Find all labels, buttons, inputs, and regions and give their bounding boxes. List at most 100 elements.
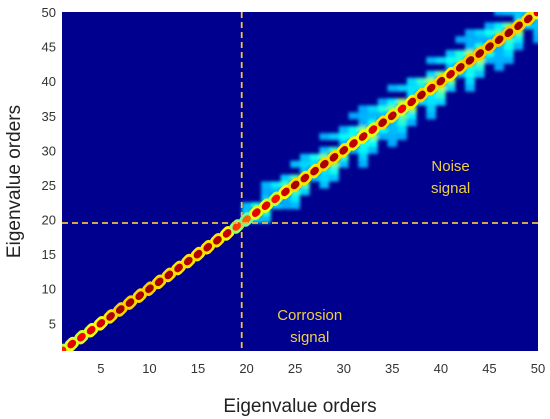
diagonal-cell (349, 139, 358, 148)
heatmap-cell (319, 146, 330, 154)
heatmap-cell (358, 146, 368, 154)
heatmap-cell (436, 91, 446, 99)
heatmap-cell (261, 181, 271, 189)
y-tick-label: 50 (42, 5, 56, 20)
heatmap-cell (426, 98, 436, 106)
heatmap-cell (494, 12, 504, 16)
diagonal-cell (319, 159, 329, 169)
diagonal-cell (251, 208, 261, 217)
y-tick-label: 20 (42, 213, 56, 228)
heatmap-cell (377, 98, 388, 106)
heatmap-cell (504, 12, 514, 16)
diagonal-cell (242, 215, 251, 224)
heatmap-cell (261, 216, 271, 224)
heatmap-cell (358, 153, 368, 161)
heatmap-cell (513, 43, 524, 51)
x-tick-label: 10 (142, 361, 156, 376)
diagonal-cell (378, 118, 387, 128)
heatmap-cell (445, 50, 456, 57)
heatmap-cell (368, 105, 378, 113)
diagonal-cell (504, 28, 514, 38)
diagonal-cell (145, 284, 154, 294)
annotation-line: signal (431, 180, 470, 197)
heatmap-cell (270, 181, 281, 189)
heatmap-cell (445, 56, 456, 64)
heatmap-cell (406, 84, 417, 92)
diagonal-cell (125, 298, 135, 307)
heatmap-cell (319, 174, 330, 182)
diagonal-cell (232, 222, 242, 231)
plot-area (62, 12, 538, 351)
y-tick-label: 45 (42, 40, 56, 55)
heatmap-cell (280, 202, 291, 210)
annotation-text: Corrosion signal (277, 307, 342, 346)
heatmap-cell (319, 133, 330, 140)
diagonal-cell (213, 235, 222, 245)
heatmap-cell (455, 36, 466, 44)
heatmap-cell (368, 139, 378, 147)
diagonal-cell-halo (530, 12, 538, 20)
diagonal-cell (62, 346, 67, 351)
diagonal-cell (485, 42, 494, 51)
heatmap-cell (513, 36, 524, 44)
heatmap-cell (300, 188, 310, 196)
heatmap-cell (338, 126, 349, 134)
heatmap-cell (387, 98, 398, 106)
diagonal-cell (154, 277, 164, 287)
separator-lines (62, 12, 538, 351)
y-tick-label: 30 (42, 143, 56, 158)
diagonal-cell (358, 132, 368, 141)
diagonal-cell (426, 83, 436, 93)
heatmap-cell (406, 112, 417, 120)
diagonal-cell (407, 97, 417, 107)
heatmap-cell (445, 84, 456, 92)
x-tick-label: 40 (434, 361, 448, 376)
diagonal-cell (77, 332, 86, 342)
x-axis-ticks: 5 10 15 20 25 30 35 40 45 50 (97, 361, 545, 376)
heatmap-cell (484, 56, 495, 64)
diagonal-cell (533, 12, 538, 17)
heatmap-cell (484, 29, 495, 37)
diagonal-cell (417, 90, 426, 100)
heatmap-cell (387, 126, 398, 134)
diagonal-cell (310, 166, 319, 176)
x-tick-label: 50 (531, 361, 545, 376)
heatmap-cell (348, 112, 359, 120)
heatmap-cell (436, 98, 446, 106)
heatmap-cells (62, 12, 538, 351)
diagonal-cell (339, 146, 349, 155)
heatmap-cell (329, 133, 339, 140)
heatmap-cell (533, 36, 538, 44)
diagonal-cell (300, 173, 310, 183)
heatmap-cell (465, 77, 475, 85)
diagonal-cell (514, 21, 523, 31)
heatmap-cell (416, 77, 427, 85)
heatmap-cell (426, 56, 436, 64)
diagonal-cell (436, 76, 446, 86)
heatmap-cell (280, 174, 291, 182)
heatmap-cell (504, 43, 514, 51)
y-tick-label: 10 (42, 282, 56, 297)
heatmap-cell (387, 139, 398, 147)
diagonal-cell (494, 35, 504, 45)
heatmap-cell (397, 126, 407, 134)
diagonal-cell (222, 229, 232, 238)
diagonal-cell (115, 305, 125, 314)
x-tick-label: 25 (288, 361, 302, 376)
diagonal-cell (135, 291, 145, 300)
diagonal-cell (96, 318, 106, 328)
annotation-text: Noise signal (431, 158, 470, 197)
diagonal-cell (164, 270, 174, 280)
heatmap-cell (358, 105, 368, 113)
annotation-line: signal (290, 329, 329, 346)
heatmap-cell (436, 56, 446, 64)
heatmap-cell (387, 133, 398, 140)
heatmap-cell (426, 105, 436, 113)
heatmap-cell (368, 112, 378, 120)
annotations: Corrosion signal Noise signal (277, 158, 470, 346)
diagonal-cell (106, 312, 115, 321)
diagonal-cell (446, 69, 455, 79)
heatmap-cell (484, 22, 495, 30)
diagonal-cell (203, 242, 213, 252)
y-tick-label: 25 (42, 178, 56, 193)
